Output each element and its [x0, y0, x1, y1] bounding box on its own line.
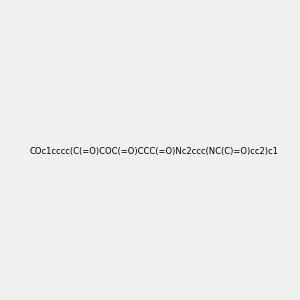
- Text: COc1cccc(C(=O)COC(=O)CCC(=O)Nc2ccc(NC(C)=O)cc2)c1: COc1cccc(C(=O)COC(=O)CCC(=O)Nc2ccc(NC(C)…: [29, 147, 278, 156]
